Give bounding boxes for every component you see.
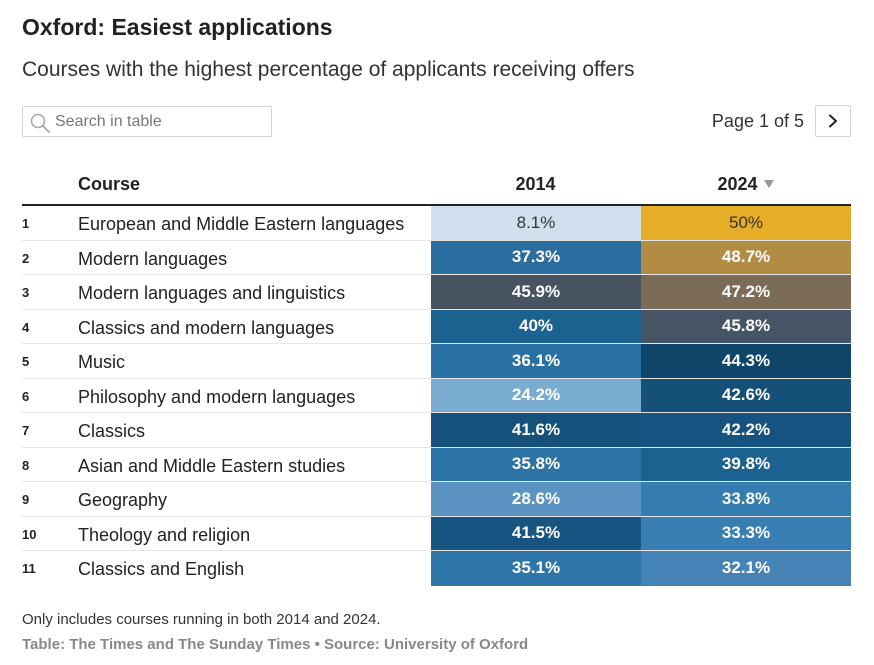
column-header-course[interactable]: Course: [78, 174, 141, 194]
row-course: Asian and Middle Eastern studies: [78, 455, 346, 476]
row-rank: 6: [22, 388, 30, 404]
page-indicator: Page 1 of 5: [711, 111, 804, 131]
search-box[interactable]: [22, 106, 272, 137]
row-course: Theology and religion: [78, 524, 251, 545]
table-row: 1 European and Middle Eastern languages 8.…: [22, 206, 851, 241]
cell-2024: 39.8%: [641, 447, 851, 481]
table-body: 1 European and Middle Eastern languages 8.…: [22, 206, 851, 586]
row-course: Classics and English: [78, 559, 245, 579]
row-rank: 5: [22, 354, 30, 369]
cell-2014: 41.6%: [431, 413, 641, 447]
table-row: 9 Geography 28.6% 33.8%: [22, 482, 851, 517]
cell-2014: 35.8%: [431, 447, 641, 481]
next-page-button[interactable]: [815, 105, 851, 137]
column-header-2014-label: 2014: [515, 174, 556, 194]
row-rank: 10: [22, 526, 37, 542]
table-row: 8 Asian and Middle Eastern studies 35.8% 39…: [22, 447, 851, 482]
row-rank: 11: [22, 561, 36, 576]
footnote: Only includes courses running in both 20…: [22, 611, 381, 628]
page-subtitle: Courses with the highest percentage of a…: [22, 58, 635, 81]
table-row: 3 Modern languages and linguistics 45.9% 47…: [22, 275, 851, 310]
cell-2024: 48.7%: [641, 240, 851, 274]
row-course: Geography: [78, 490, 168, 510]
cell-2014: 37.3%: [431, 240, 641, 274]
source-credit: Table: The Times and The Sunday Times • …: [22, 636, 529, 653]
table-row: 2 Modern languages 37.3% 48.7%: [22, 240, 851, 275]
cell-2014: 40%: [431, 309, 641, 343]
table-row: 5 Music 36.1% 44.3%: [22, 344, 851, 379]
page-title: Oxford: Easiest applications: [22, 14, 333, 40]
cell-2014: 28.6%: [431, 482, 641, 516]
cell-2014: 35.1%: [431, 551, 641, 586]
row-rank: 8: [22, 457, 30, 473]
table-row: 11 Classics and English 35.1% 32.1%: [22, 551, 851, 586]
cell-2024: 42.2%: [641, 413, 851, 447]
column-header-2024-label: 2024: [717, 174, 758, 194]
cell-2014: 8.1%: [431, 206, 641, 240]
chevron-right-icon: [829, 114, 837, 128]
cell-2024: 47.2%: [641, 275, 851, 309]
cell-2024: 42.6%: [641, 378, 851, 412]
row-rank: 3: [22, 285, 30, 300]
row-rank: 9: [22, 492, 30, 507]
row-course: Classics: [78, 421, 146, 441]
row-rank: 4: [22, 319, 30, 335]
table-row: 7 Classics 41.6% 42.2%: [22, 413, 851, 448]
cell-2024: 50%: [641, 206, 851, 240]
table-header: Course 2014 2024: [22, 166, 851, 206]
table-row: 4 Classics and modern languages 40% 45.8%: [22, 309, 851, 344]
row-rank: 7: [22, 423, 30, 438]
search-input[interactable]: [55, 111, 265, 133]
row-course: European and Middle Eastern languages: [78, 214, 405, 234]
sort-descending-icon: [763, 180, 774, 188]
data-table: Course 2014 2024 1 European and Middle Ea…: [22, 166, 851, 586]
search-icon: [30, 113, 50, 133]
cell-2024: 45.8%: [641, 309, 851, 343]
cell-2024: 44.3%: [641, 344, 851, 378]
cell-2014: 24.2%: [431, 378, 641, 412]
row-course: Modern languages: [78, 248, 228, 269]
cell-2014: 45.9%: [431, 275, 641, 309]
cell-2024: 33.8%: [641, 482, 851, 516]
row-course: Modern languages and linguistics: [78, 283, 346, 303]
table-row: 10 Theology and religion 41.5% 33.3%: [22, 516, 851, 551]
cell-2014: 41.5%: [431, 516, 641, 550]
column-header-2024[interactable]: 2024: [641, 174, 850, 195]
row-course: Classics and modern languages: [78, 317, 335, 338]
row-course: Music: [78, 352, 126, 372]
row-rank: 1: [22, 216, 30, 231]
cell-2024: 33.3%: [641, 516, 851, 550]
cell-2024: 32.1%: [641, 551, 851, 586]
column-header-2014[interactable]: 2014: [431, 174, 640, 195]
table-row: 6 Philosophy and modern languages 24.2% 42.…: [22, 378, 851, 413]
row-rank: 2: [22, 250, 30, 266]
cell-2014: 36.1%: [431, 344, 641, 378]
row-course: Philosophy and modern languages: [78, 386, 356, 407]
